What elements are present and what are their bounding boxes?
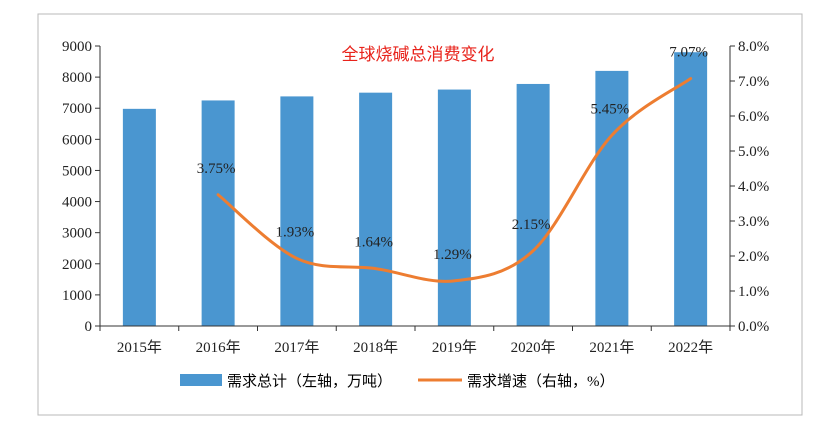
legend: 需求总计（左轴，万吨） 需求增速（右轴，%）	[180, 373, 615, 390]
left-tick-label: 9000	[62, 39, 92, 55]
data-label: 5.45%	[591, 101, 630, 117]
x-tick-label: 2019年	[432, 339, 477, 356]
growth-line	[216, 77, 693, 283]
x-tick-label: 2015年	[117, 339, 162, 356]
left-tick-label: 7000	[62, 101, 92, 117]
bar	[201, 100, 235, 326]
bar	[674, 52, 708, 326]
left-tick-label: 3000	[62, 226, 92, 242]
right-tick-label: 5.0%	[738, 144, 769, 160]
axes: 0 1000 2000 3000 4000 5000 6000 7000 8000 9000 0.0…	[62, 39, 769, 356]
x-tick-label: 2017年	[274, 339, 319, 356]
bar	[122, 108, 156, 326]
left-tick-label: 8000	[62, 70, 92, 86]
chart-title: 全球烧碱总消费变化	[342, 45, 495, 65]
x-tick-label: 2021年	[589, 339, 634, 356]
data-label: 1.93%	[276, 224, 315, 240]
left-tick-label: 0	[85, 319, 93, 335]
right-tick-label: 3.0%	[738, 214, 769, 230]
right-tick-label: 0.0%	[738, 319, 769, 335]
right-tick-label: 8.0%	[738, 39, 769, 55]
x-tick-label: 2022年	[668, 339, 713, 356]
left-tick-label: 2000	[62, 257, 92, 273]
legend-line-label: 需求增速（右轴，%）	[467, 373, 615, 390]
legend-bar-swatch	[180, 374, 222, 386]
left-tick-label: 4000	[62, 195, 92, 211]
bar	[280, 96, 314, 327]
x-tick-label: 2020年	[511, 339, 556, 356]
bar	[516, 83, 550, 326]
left-tick-label: 6000	[62, 132, 92, 148]
left-tick-label: 5000	[62, 163, 92, 179]
data-label: 1.64%	[354, 235, 393, 251]
bar	[595, 70, 629, 326]
data-label: 2.15%	[512, 217, 551, 233]
right-tick-label: 4.0%	[738, 179, 769, 195]
bar	[437, 89, 471, 326]
bar-series	[122, 52, 708, 327]
data-label: 3.75%	[197, 161, 236, 177]
data-label: 7.07%	[669, 45, 708, 61]
bar	[359, 92, 393, 327]
right-tick-label: 1.0%	[738, 284, 769, 300]
right-tick-label: 7.0%	[738, 74, 769, 90]
left-tick-label: 1000	[62, 288, 92, 304]
data-label: 1.29%	[433, 247, 472, 263]
right-tick-label: 6.0%	[738, 109, 769, 125]
x-tick-label: 2016年	[196, 339, 241, 356]
x-tick-label: 2018年	[353, 339, 398, 356]
legend-bar-label: 需求总计（左轴，万吨）	[227, 373, 392, 390]
line-series: 3.75% 1.93% 1.64% 1.29% 2.15% 5.45% 7.07%	[197, 45, 708, 283]
right-tick-label: 2.0%	[738, 249, 769, 265]
